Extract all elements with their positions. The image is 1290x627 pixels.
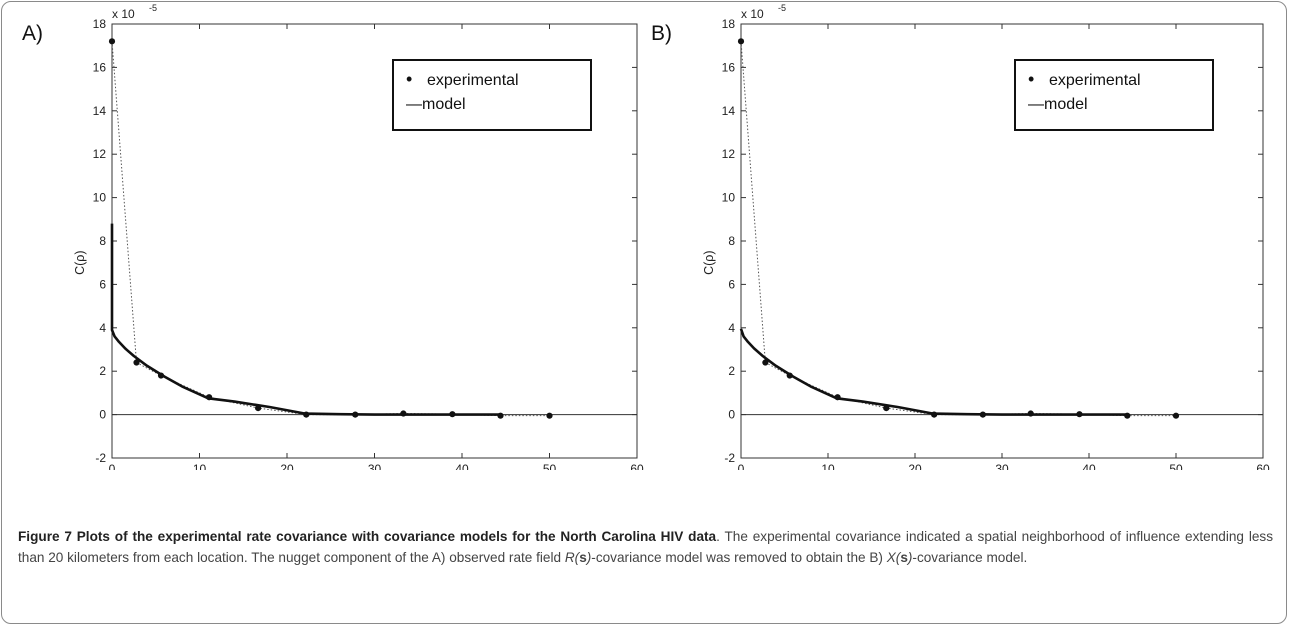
charts-svg: A)x 10-5-20246810121416180102030405060Sp… bbox=[22, 3, 1270, 470]
caption-r-var: R( bbox=[564, 550, 580, 565]
panel-label: B) bbox=[651, 22, 672, 45]
experimental-point bbox=[762, 359, 769, 366]
y-tick-label: 16 bbox=[722, 60, 736, 74]
x-tick-label: 30 bbox=[995, 462, 1009, 470]
experimental-point bbox=[133, 359, 140, 366]
experimental-point bbox=[108, 38, 116, 45]
y-axis-label: C(ρ) bbox=[73, 250, 87, 274]
experimental-point bbox=[352, 411, 359, 418]
chart-panel-2: B)x 10-5-20246810121416180102030405060Sp… bbox=[651, 3, 1270, 470]
caption-x-var: X( bbox=[886, 550, 901, 565]
x-tick-label: 10 bbox=[821, 462, 835, 470]
experimental-point bbox=[157, 372, 165, 379]
figure-caption: Figure 7 Plots of the experimental rate … bbox=[18, 526, 1273, 568]
x-tick-label: 50 bbox=[1169, 462, 1183, 470]
y-tick-label: 10 bbox=[93, 191, 107, 205]
x-tick-label: 40 bbox=[455, 462, 469, 470]
experimental-point bbox=[883, 404, 890, 412]
legend-box bbox=[1014, 59, 1214, 131]
experimental-point bbox=[1172, 412, 1180, 419]
y-tick-label: 0 bbox=[99, 408, 106, 422]
experimental-point bbox=[979, 411, 986, 418]
x-tick-label: 10 bbox=[193, 462, 207, 470]
y-tick-label: 18 bbox=[722, 17, 736, 31]
caption-bold-s2: s bbox=[900, 550, 908, 565]
caption-close-paren2: ) bbox=[907, 550, 913, 565]
legend-marker: • bbox=[1028, 69, 1034, 89]
x-tick-label: 30 bbox=[368, 462, 382, 470]
exponent-power: -5 bbox=[149, 3, 157, 13]
x-tick-label: 0 bbox=[109, 462, 116, 470]
experimental-point bbox=[834, 394, 841, 401]
panel-label: A) bbox=[22, 22, 43, 45]
y-tick-label: 14 bbox=[722, 104, 736, 118]
model-series-line bbox=[739, 328, 1128, 416]
y-tick-label: -2 bbox=[95, 451, 106, 465]
x-tick-label: 50 bbox=[543, 462, 557, 470]
y-tick-label: -2 bbox=[724, 451, 735, 465]
model-series-line bbox=[110, 223, 501, 416]
caption-text-2: -covariance model was removed to obtain … bbox=[591, 550, 887, 565]
legend-label: model bbox=[1044, 96, 1088, 113]
caption-title: Figure 7 Plots of the experimental rate … bbox=[18, 529, 717, 544]
caption-text-3: -covariance model. bbox=[912, 550, 1028, 565]
x-tick-label: 60 bbox=[1256, 462, 1270, 470]
legend-label: experimental bbox=[1049, 72, 1141, 89]
y-tick-label: 12 bbox=[722, 147, 736, 161]
caption-text-1: . The experimental covariance indicated … bbox=[18, 529, 1273, 565]
y-axis-label: C(ρ) bbox=[702, 250, 716, 274]
y-tick-label: 6 bbox=[728, 277, 735, 291]
experimental-point bbox=[497, 412, 504, 419]
y-tick-label: 14 bbox=[93, 104, 107, 118]
y-tick-label: 2 bbox=[728, 364, 735, 378]
experimental-point bbox=[1027, 410, 1034, 417]
y-tick-label: 6 bbox=[99, 277, 106, 291]
exponent-label: x 10 bbox=[741, 7, 764, 21]
y-tick-label: 2 bbox=[99, 364, 106, 378]
exponent-power: -5 bbox=[778, 3, 786, 13]
experimental-point bbox=[1124, 412, 1131, 419]
experimental-point bbox=[546, 412, 553, 419]
y-tick-label: 8 bbox=[728, 234, 735, 248]
legend-marker: — bbox=[406, 96, 422, 113]
x-tick-label: 20 bbox=[908, 462, 922, 470]
experimental-point bbox=[449, 411, 456, 418]
legend-label: model bbox=[422, 96, 466, 113]
y-tick-label: 10 bbox=[722, 191, 736, 205]
legend-marker: — bbox=[1028, 96, 1044, 113]
x-tick-label: 20 bbox=[280, 462, 294, 470]
chart-panel-1: A)x 10-5-20246810121416180102030405060Sp… bbox=[22, 3, 644, 470]
y-tick-label: 16 bbox=[93, 60, 107, 74]
experimental-point bbox=[255, 404, 262, 412]
experimental-point bbox=[786, 372, 793, 379]
experimental-point bbox=[400, 410, 407, 417]
y-tick-label: 8 bbox=[99, 234, 106, 248]
x-tick-label: 0 bbox=[738, 462, 745, 470]
experimental-point bbox=[303, 411, 310, 418]
x-tick-label: 60 bbox=[630, 462, 644, 470]
legend-label: experimental bbox=[427, 72, 519, 89]
exponent-label: x 10 bbox=[112, 7, 135, 21]
experimental-point bbox=[206, 394, 213, 401]
x-tick-label: 40 bbox=[1082, 462, 1096, 470]
y-tick-label: 4 bbox=[728, 321, 735, 335]
experimental-point bbox=[931, 411, 938, 418]
caption-bold-s: s bbox=[579, 550, 587, 565]
y-tick-label: 0 bbox=[728, 408, 735, 422]
caption-close-paren: ) bbox=[586, 550, 592, 565]
experimental-point bbox=[737, 38, 745, 45]
y-tick-label: 4 bbox=[99, 321, 106, 335]
y-tick-label: 12 bbox=[93, 147, 107, 161]
experimental-point bbox=[1076, 411, 1083, 418]
legend-marker: • bbox=[406, 69, 412, 89]
y-tick-label: 18 bbox=[93, 17, 107, 31]
legend-box bbox=[392, 59, 592, 131]
